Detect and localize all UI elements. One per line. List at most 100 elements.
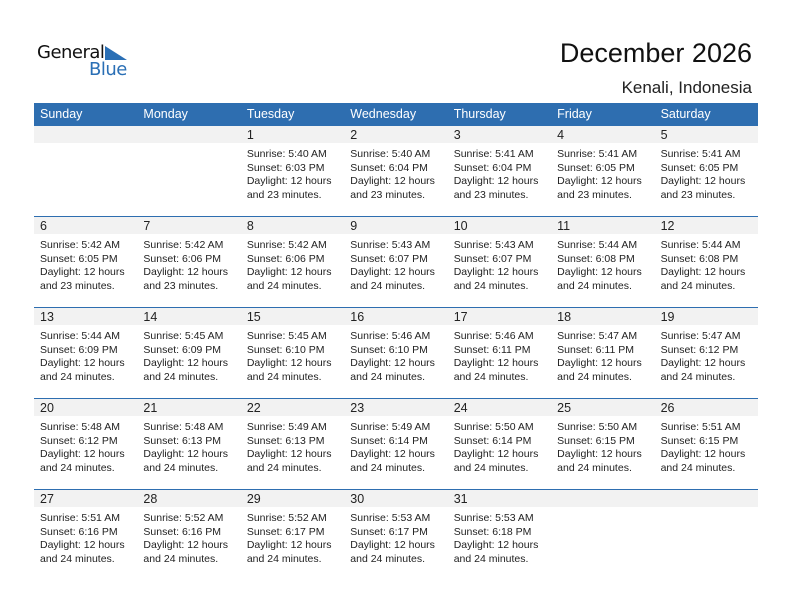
sunset-text: Sunset: 6:03 PM xyxy=(246,161,325,174)
sunrise-text: Sunrise: 5:50 AM xyxy=(557,421,638,433)
day-number: 7 xyxy=(143,219,151,233)
day-cell: 2 Sunrise: 5:40 AM Sunset: 6:04 PM Daylight… xyxy=(344,126,447,202)
day-number: 12 xyxy=(660,219,675,233)
day-number: 8 xyxy=(246,219,254,233)
day-number-band xyxy=(34,308,758,325)
calendar-grid: Sunday Monday Tuesday Wednesday Thursday Frid… xyxy=(34,103,758,580)
sun-info: Sunrise: 5:43 AM Sunset: 6:07 PM Daylight:… xyxy=(350,239,447,293)
sunrise-text: Sunrise: 5:40 AM xyxy=(246,148,327,160)
sun-info: Sunrise: 5:41 AM Sunset: 6:04 PM Daylight:… xyxy=(454,148,551,202)
day-number: 30 xyxy=(350,492,365,506)
daylight-text: Daylight: 12 hours and 23 minutes. xyxy=(557,175,642,201)
sun-info: Sunrise: 5:40 AM Sunset: 6:04 PM Daylight:… xyxy=(350,148,447,202)
sunset-text: Sunset: 6:18 PM xyxy=(453,525,532,538)
day-number: 26 xyxy=(660,401,675,415)
sunrise-text: Sunrise: 5:42 AM xyxy=(246,239,327,251)
sunrise-text: Sunrise: 5:47 AM xyxy=(660,330,741,342)
day-cell: 31 Sunrise: 5:53 AM Sunset: 6:18 PM Dayligh… xyxy=(448,490,551,566)
day-cell: 27 Sunrise: 5:51 AM Sunset: 6:16 PM Dayligh… xyxy=(34,490,137,566)
sunrise-text: Sunrise: 5:40 AM xyxy=(350,148,431,160)
sunset-text: Sunset: 6:12 PM xyxy=(40,434,118,447)
sun-info: Sunrise: 5:52 AM Sunset: 6:17 PM Daylight:… xyxy=(247,512,344,566)
daylight-text: Daylight: 12 hours and 23 minutes. xyxy=(143,266,229,292)
sun-info: Sunrise: 5:46 AM Sunset: 6:11 PM Daylight:… xyxy=(454,330,551,384)
day-cell: 4 Sunrise: 5:41 AM Sunset: 6:05 PM Daylight… xyxy=(551,126,654,202)
sunset-text: Sunset: 6:17 PM xyxy=(246,525,325,538)
sun-info: Sunrise: 5:41 AM Sunset: 6:05 PM Daylight:… xyxy=(557,148,654,202)
sunset-text: Sunset: 6:11 PM xyxy=(557,343,634,356)
daylight-text: Daylight: 12 hours and 24 minutes. xyxy=(143,357,229,383)
daylight-text: Daylight: 12 hours and 23 minutes. xyxy=(350,175,435,201)
day-number: 22 xyxy=(246,401,261,415)
day-cell: 5 Sunrise: 5:41 AM Sunset: 6:05 PM Daylight… xyxy=(655,126,758,202)
sunset-text: Sunset: 6:05 PM xyxy=(660,161,739,174)
weekday-thursday: Thursday xyxy=(453,107,506,121)
sunset-text: Sunset: 6:10 PM xyxy=(246,343,325,356)
logo-text-blue: Blue xyxy=(89,59,127,80)
sunset-text: Sunset: 6:05 PM xyxy=(40,252,118,265)
sunrise-text: Sunrise: 5:45 AM xyxy=(246,330,327,342)
sunset-text: Sunset: 6:16 PM xyxy=(143,525,222,538)
day-cell: 3 Sunrise: 5:41 AM Sunset: 6:04 PM Daylight… xyxy=(448,126,551,202)
weekday-header: Sunday Monday Tuesday Wednesday Thursday Frid… xyxy=(34,103,758,126)
day-number: 11 xyxy=(557,219,571,233)
day-number: 14 xyxy=(143,310,158,324)
day-cell: 28 Sunrise: 5:52 AM Sunset: 6:16 PM Dayligh… xyxy=(137,490,240,566)
sun-info: Sunrise: 5:44 AM Sunset: 6:08 PM Daylight:… xyxy=(661,239,758,293)
week-row: 6 Sunrise: 5:42 AM Sunset: 6:05 PM Daylight… xyxy=(34,216,758,307)
day-number: 18 xyxy=(557,310,572,324)
generalblue-logo: General Blue xyxy=(37,42,132,82)
sunset-text: Sunset: 6:17 PM xyxy=(350,525,428,538)
daylight-text: Daylight: 12 hours and 24 minutes. xyxy=(40,539,125,565)
daylight-text: Daylight: 12 hours and 24 minutes. xyxy=(453,539,539,565)
day-number: 20 xyxy=(40,401,54,415)
day-cell: 10 Sunrise: 5:43 AM Sunset: 6:07 PM Dayligh… xyxy=(448,217,551,293)
sunrise-text: Sunrise: 5:41 AM xyxy=(453,148,534,160)
day-cell: 13 Sunrise: 5:44 AM Sunset: 6:09 PM Dayligh… xyxy=(34,308,137,384)
sun-info: Sunrise: 5:51 AM Sunset: 6:15 PM Daylight:… xyxy=(661,421,758,475)
sunset-text: Sunset: 6:08 PM xyxy=(660,252,739,265)
sun-info: Sunrise: 5:41 AM Sunset: 6:05 PM Daylight:… xyxy=(661,148,758,202)
weeks-container: 1 Sunrise: 5:40 AM Sunset: 6:03 PM Daylight… xyxy=(34,126,758,580)
sunrise-text: Sunrise: 5:42 AM xyxy=(143,239,224,251)
sunrise-text: Sunrise: 5:41 AM xyxy=(660,148,741,160)
daylight-text: Daylight: 12 hours and 24 minutes. xyxy=(660,266,746,292)
daylight-text: Daylight: 12 hours and 24 minutes. xyxy=(143,448,229,474)
day-cell: 23 Sunrise: 5:49 AM Sunset: 6:14 PM Dayligh… xyxy=(344,399,447,475)
week-row: 27 Sunrise: 5:51 AM Sunset: 6:16 PM Dayligh… xyxy=(34,489,758,580)
sunrise-text: Sunrise: 5:42 AM xyxy=(40,239,120,251)
sunset-text: Sunset: 6:07 PM xyxy=(350,252,428,265)
sunrise-text: Sunrise: 5:52 AM xyxy=(246,512,327,524)
sunrise-text: Sunrise: 5:44 AM xyxy=(557,239,638,251)
day-number: 4 xyxy=(557,128,565,142)
day-number: 3 xyxy=(453,128,461,142)
daylight-text: Daylight: 12 hours and 24 minutes. xyxy=(350,448,435,474)
sunset-text: Sunset: 6:07 PM xyxy=(453,252,532,265)
weekday-monday: Monday xyxy=(143,107,188,121)
day-number: 10 xyxy=(453,219,468,233)
day-cell: 1 Sunrise: 5:40 AM Sunset: 6:03 PM Daylight… xyxy=(241,126,344,202)
sunrise-text: Sunrise: 5:51 AM xyxy=(660,421,741,433)
weekday-saturday: Saturday xyxy=(660,107,711,121)
sunrise-text: Sunrise: 5:41 AM xyxy=(557,148,638,160)
sun-info: Sunrise: 5:47 AM Sunset: 6:11 PM Daylight:… xyxy=(557,330,654,384)
daylight-text: Daylight: 12 hours and 23 minutes. xyxy=(660,175,746,201)
sun-info: Sunrise: 5:47 AM Sunset: 6:12 PM Daylight:… xyxy=(661,330,758,384)
sunset-text: Sunset: 6:14 PM xyxy=(453,434,532,447)
page-title: December 2026 xyxy=(559,38,752,68)
day-number: 1 xyxy=(246,128,254,142)
day-cell: 11 Sunrise: 5:44 AM Sunset: 6:08 PM Dayligh… xyxy=(551,217,654,293)
sunset-text: Sunset: 6:14 PM xyxy=(350,434,428,447)
daylight-text: Daylight: 12 hours and 24 minutes. xyxy=(350,357,435,383)
sun-info: Sunrise: 5:53 AM Sunset: 6:18 PM Daylight:… xyxy=(454,512,551,566)
sunrise-text: Sunrise: 5:51 AM xyxy=(40,512,120,524)
sunset-text: Sunset: 6:10 PM xyxy=(350,343,428,356)
sun-info: Sunrise: 5:44 AM Sunset: 6:08 PM Daylight:… xyxy=(557,239,654,293)
day-cell: 30 Sunrise: 5:53 AM Sunset: 6:17 PM Dayligh… xyxy=(344,490,447,566)
daylight-text: Daylight: 12 hours and 24 minutes. xyxy=(453,357,539,383)
daylight-text: Daylight: 12 hours and 24 minutes. xyxy=(246,266,332,292)
daylight-text: Daylight: 12 hours and 24 minutes. xyxy=(350,539,435,565)
sun-info: Sunrise: 5:42 AM Sunset: 6:06 PM Daylight:… xyxy=(143,239,240,293)
sunrise-text: Sunrise: 5:44 AM xyxy=(660,239,741,251)
day-cell: 20 Sunrise: 5:48 AM Sunset: 6:12 PM Dayligh… xyxy=(34,399,137,475)
